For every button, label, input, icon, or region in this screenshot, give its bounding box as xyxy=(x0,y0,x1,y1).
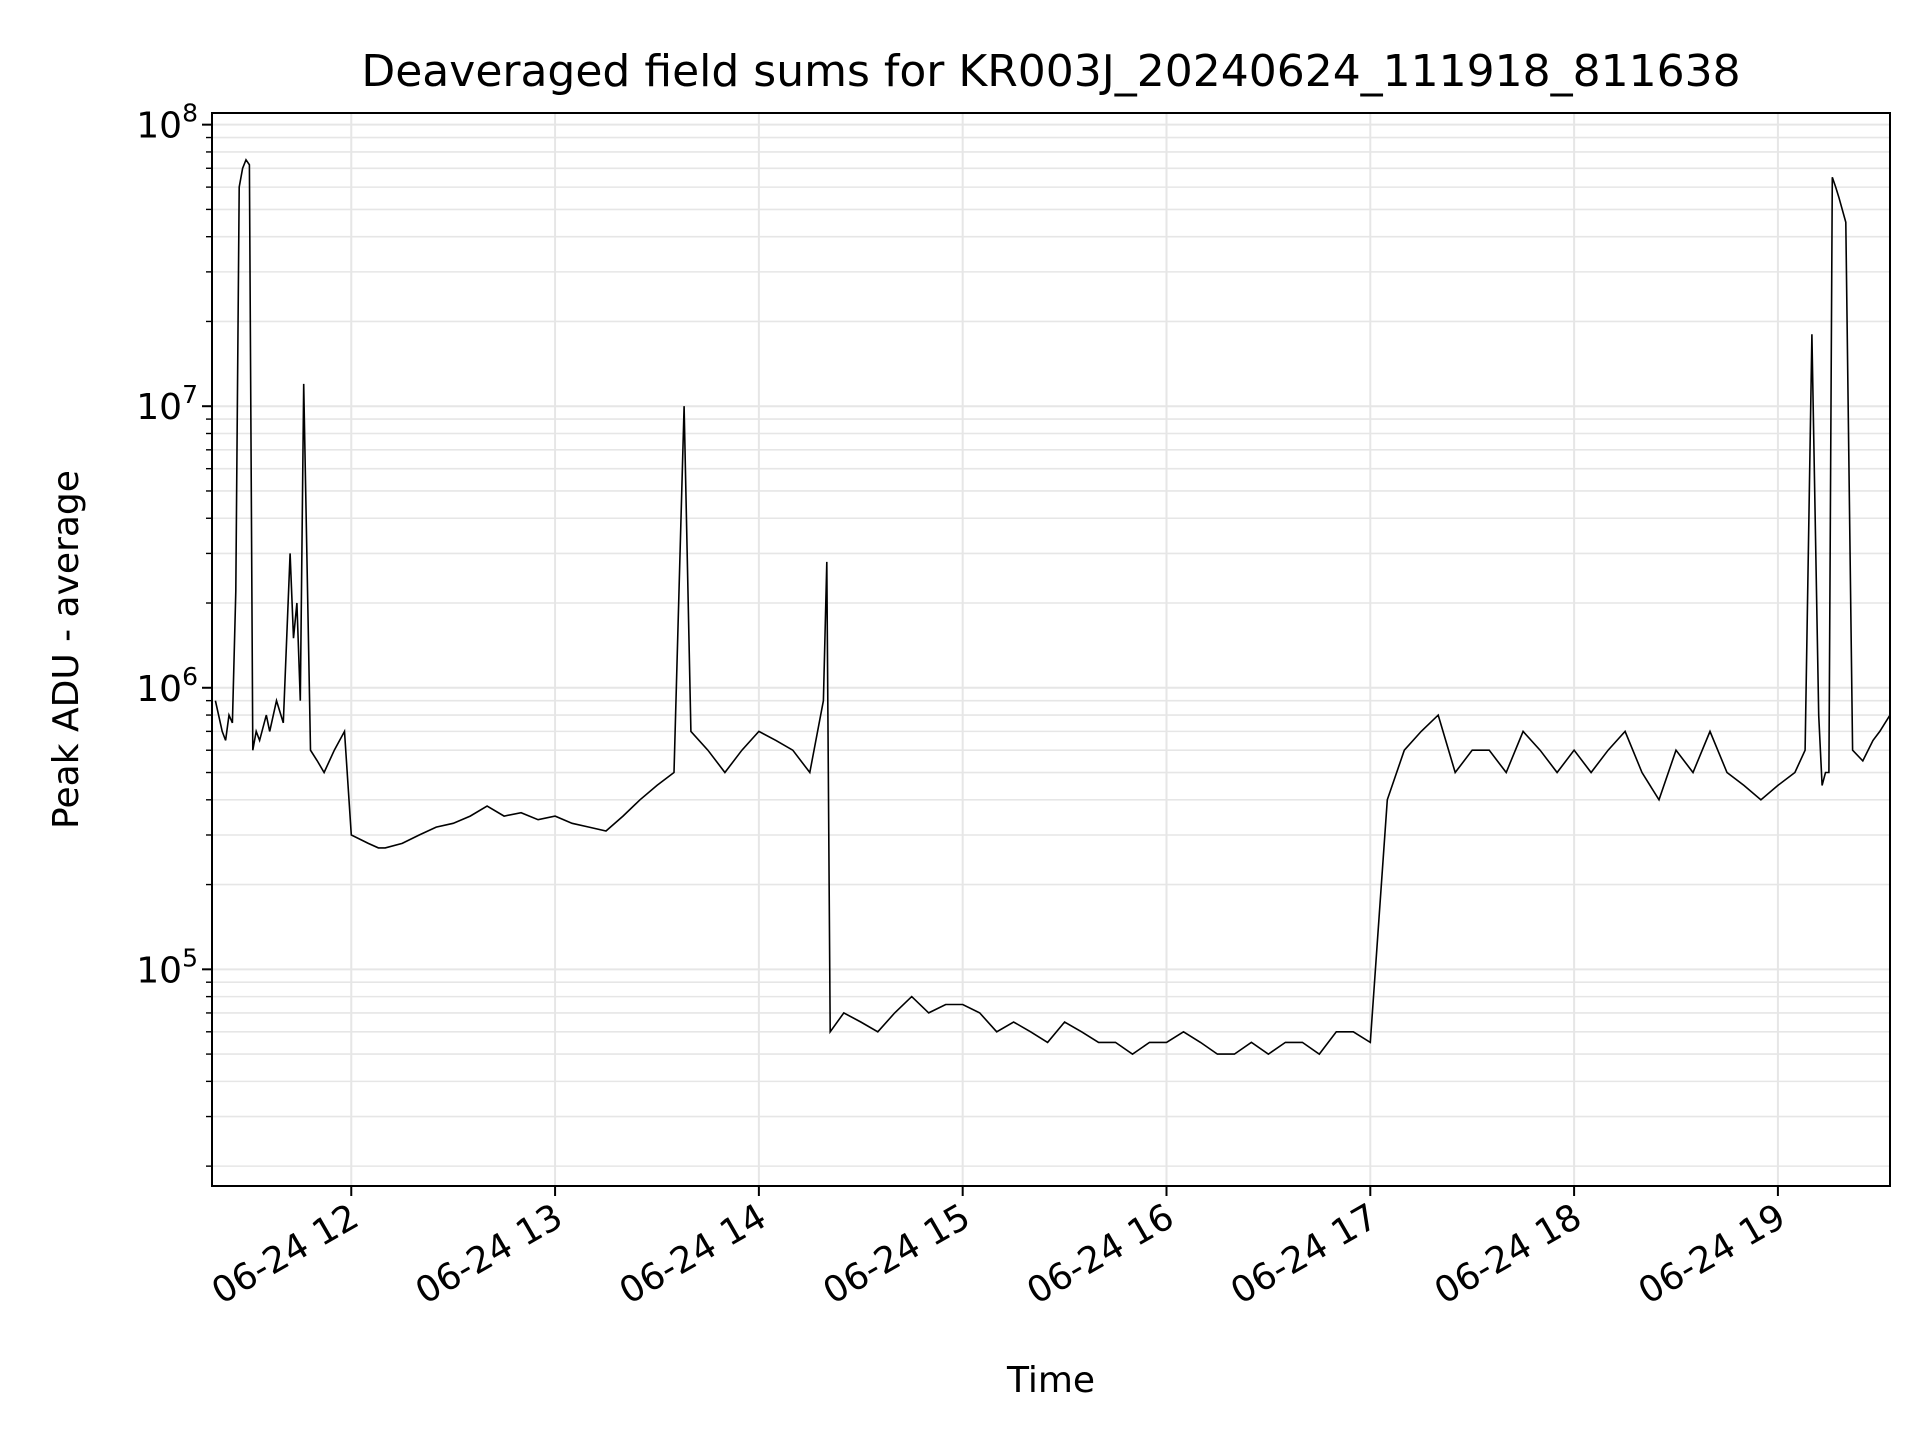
chart-title: Deaveraged field sums for KR003J_2024062… xyxy=(361,46,1740,97)
y-tick-label: 106 xyxy=(136,662,198,710)
y-tick-label: 105 xyxy=(136,943,198,991)
series-layer xyxy=(214,158,1891,1056)
y-tick-label: 108 xyxy=(136,99,198,147)
y-axis-label: Peak ADU - average xyxy=(46,470,87,829)
grid xyxy=(212,113,1890,1186)
y-tick-label: 107 xyxy=(136,380,198,428)
plot-frame xyxy=(211,112,1891,1187)
series-line xyxy=(214,158,1891,1056)
x-axis-label: Time xyxy=(1006,1360,1095,1401)
